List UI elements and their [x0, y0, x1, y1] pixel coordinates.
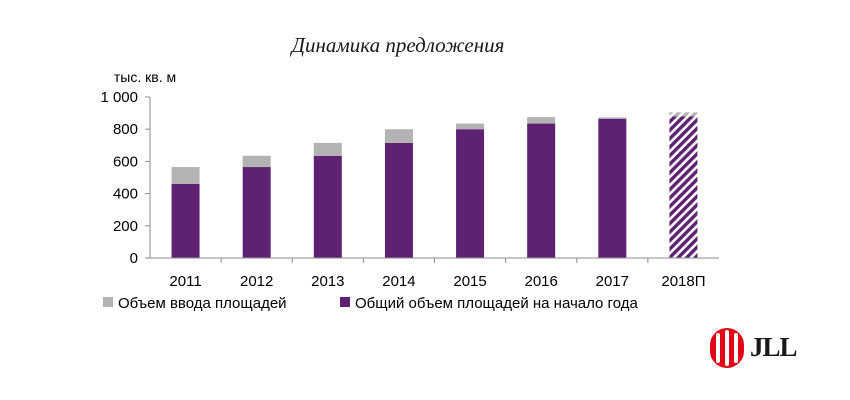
legend-swatch-total: [340, 297, 350, 307]
x-tick-label: 2015: [453, 273, 486, 290]
bar-input-2016: [527, 117, 556, 124]
bar-input-2012: [242, 155, 271, 168]
bar-total-2018П: [669, 116, 698, 258]
bar-input-2018П: [669, 112, 698, 117]
bar-total-2013: [313, 155, 342, 258]
unit-label: тыс. кв. м: [114, 69, 176, 85]
bar-input-2015: [456, 123, 485, 130]
jll-flame-icon: [710, 328, 744, 368]
jll-logo-text: JLL: [750, 332, 798, 362]
y-axis: 0 200 400 600 800 1 000: [100, 89, 150, 267]
x-tick-label: 2013: [311, 273, 344, 290]
bar-input-2013: [313, 142, 342, 156]
x-tick-label: 2011: [169, 273, 201, 290]
x-tick-label: 2018П: [661, 273, 705, 290]
y-tick-label: 800: [113, 121, 138, 138]
y-tick-label: 0: [130, 250, 138, 267]
y-tick-label: 400: [113, 186, 138, 203]
bar-total-2015: [456, 129, 485, 258]
bars-group: [171, 112, 698, 258]
bar-input-2017: [598, 117, 627, 119]
bar-input-2011: [171, 167, 200, 184]
legend-swatch-input: [103, 297, 113, 307]
legend-label-total: Общий объем площадей на начало года: [355, 295, 638, 312]
bar-total-2016: [527, 123, 556, 258]
y-tick-label: 600: [113, 153, 138, 170]
bar-total-2014: [384, 142, 413, 258]
jll-logo: JLL: [709, 322, 819, 374]
y-tick-label: 200: [113, 218, 138, 235]
legend-label-input: Объем ввода площадей: [118, 295, 287, 312]
bar-total-2012: [242, 167, 271, 258]
bar-total-2011: [171, 183, 200, 258]
x-tick-label: 2017: [596, 273, 629, 290]
legend: Объем ввода площадей Общий объем площаде…: [103, 295, 638, 312]
chart-title: Динамика предложения: [290, 33, 505, 57]
x-tick-label: 2012: [240, 273, 273, 290]
y-tick-label: 1 000: [100, 89, 138, 106]
x-tick-label: 2016: [525, 273, 558, 290]
x-axis-labels: 2011 2012 2013 2014 2015 2016 2017 2018П: [169, 258, 706, 290]
x-tick-label: 2014: [382, 273, 415, 290]
bar-input-2014: [384, 129, 413, 143]
bar-total-2017: [598, 118, 627, 258]
